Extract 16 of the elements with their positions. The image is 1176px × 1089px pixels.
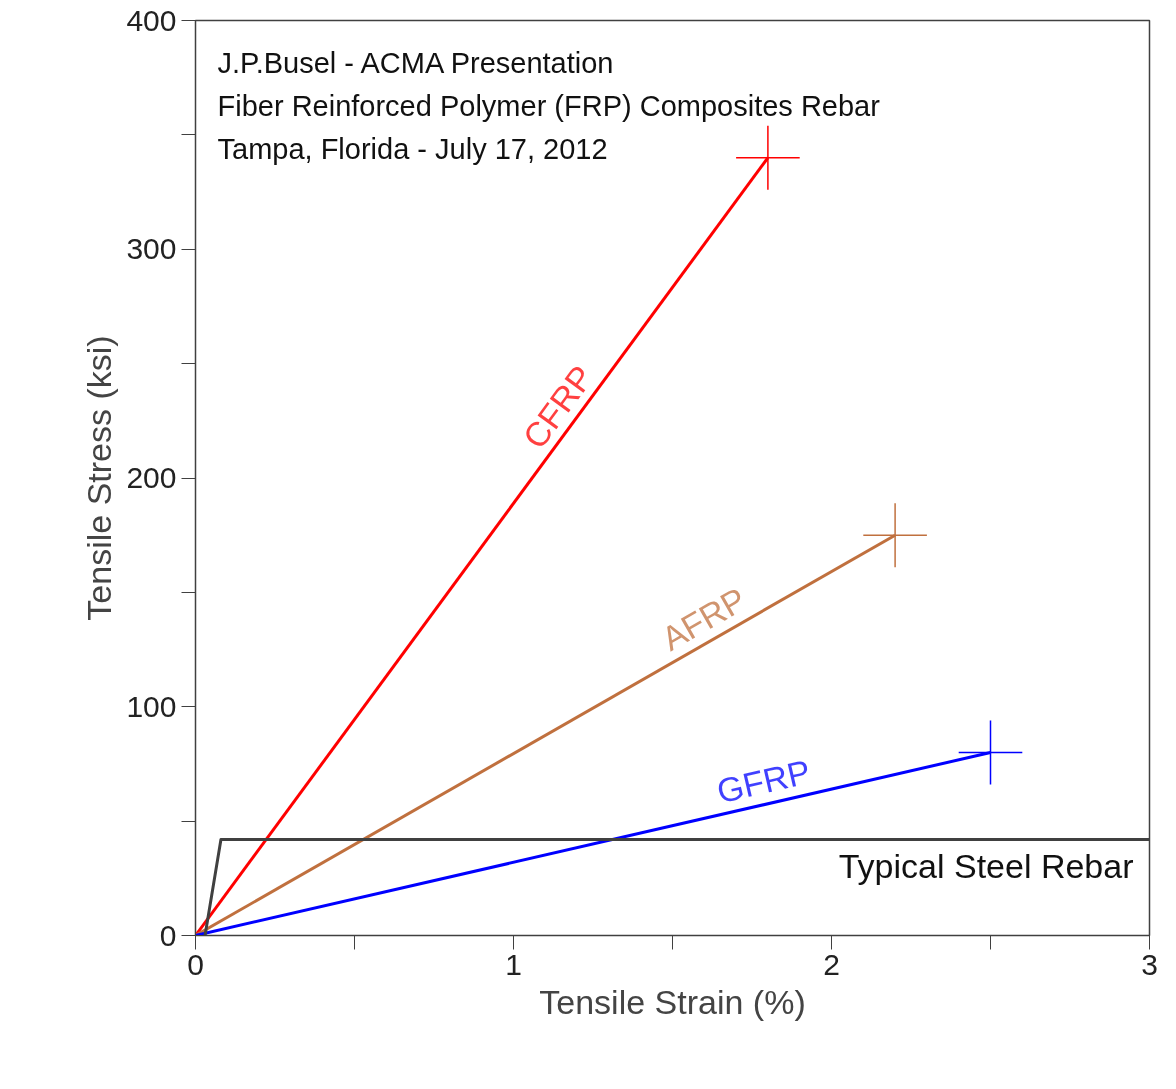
annotation: Tampa, Florida - July 17, 2012 [217, 132, 608, 165]
y-tick-label: 0 [159, 918, 177, 952]
x-tick-label: 2 [823, 947, 840, 981]
series-label: Typical Steel Rebar [838, 847, 1134, 886]
annotation: Fiber Reinforced Polymer (FRP) Composites Rebar [217, 89, 881, 122]
y-axis-title: Tensile Stress (ksi) [80, 335, 119, 621]
annotation: J.P.Busel - ACMA Presentation [217, 46, 614, 79]
x-tick-label: 3 [1141, 947, 1158, 981]
x-tick-label: 0 [187, 947, 204, 981]
y-tick-label: 300 [126, 232, 177, 266]
text: GFRP [713, 752, 814, 811]
x-tick-label: 1 [505, 947, 522, 981]
y-tick-label: 100 [126, 689, 177, 723]
x-axis-title: Tensile Strain (%) [539, 982, 806, 1021]
y-tick-label: 400 [126, 3, 177, 37]
y-tick-label: 200 [126, 461, 177, 494]
